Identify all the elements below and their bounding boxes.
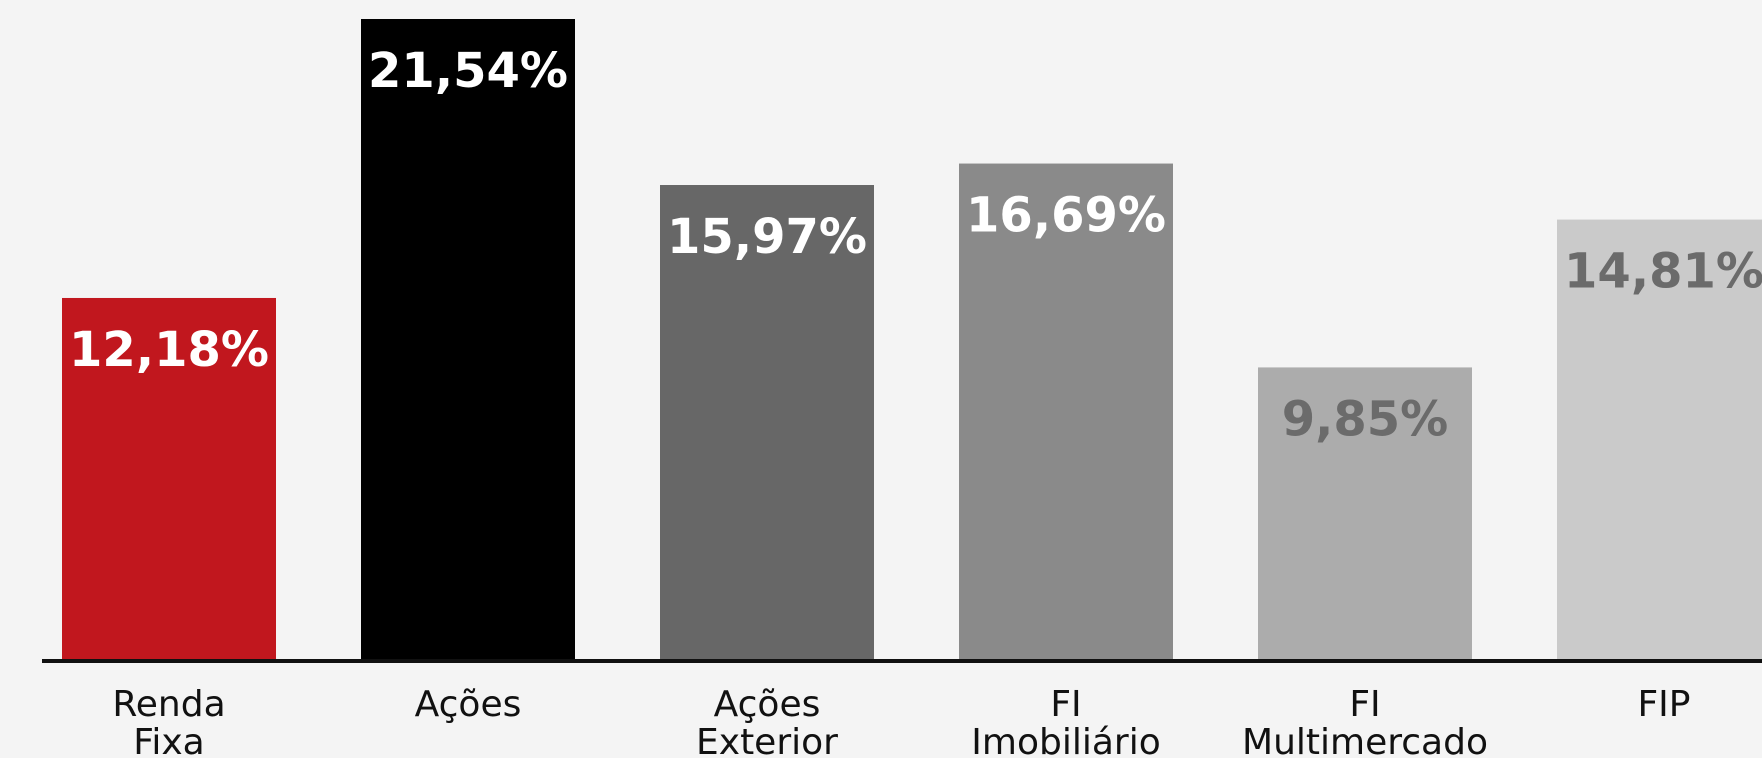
bar-4 [1258,367,1472,661]
category-label-4-line-0: FI [1349,684,1380,725]
bar-0 [62,297,276,661]
category-label-0-line-0: Renda [112,684,225,725]
category-label-2-line-1: Exterior [696,722,838,758]
bar-value-label-5: 14,81% [1564,244,1762,300]
bar-5 [1557,219,1762,661]
category-label-3-line-1: Imobiliário [971,722,1160,758]
bar-value-label-2: 15,97% [667,209,867,265]
category-label-1-line-0: Ações [415,684,522,725]
category-label-5-line-0: FIP [1637,684,1690,725]
bar-value-label-4: 9,85% [1282,391,1449,447]
bar-value-label-0: 12,18% [69,322,269,378]
bar-3 [959,163,1173,661]
bar-2 [660,185,874,662]
bar-value-label-3: 16,69% [966,188,1166,244]
category-label-3-line-0: FI [1050,684,1081,725]
category-label-4-line-1: Multimercado [1242,722,1488,758]
category-label-2-line-0: Ações [714,684,821,725]
bar-1 [361,19,575,661]
category-label-0-line-1: Fixa [133,722,204,758]
bar-value-label-1: 21,54% [368,43,568,99]
